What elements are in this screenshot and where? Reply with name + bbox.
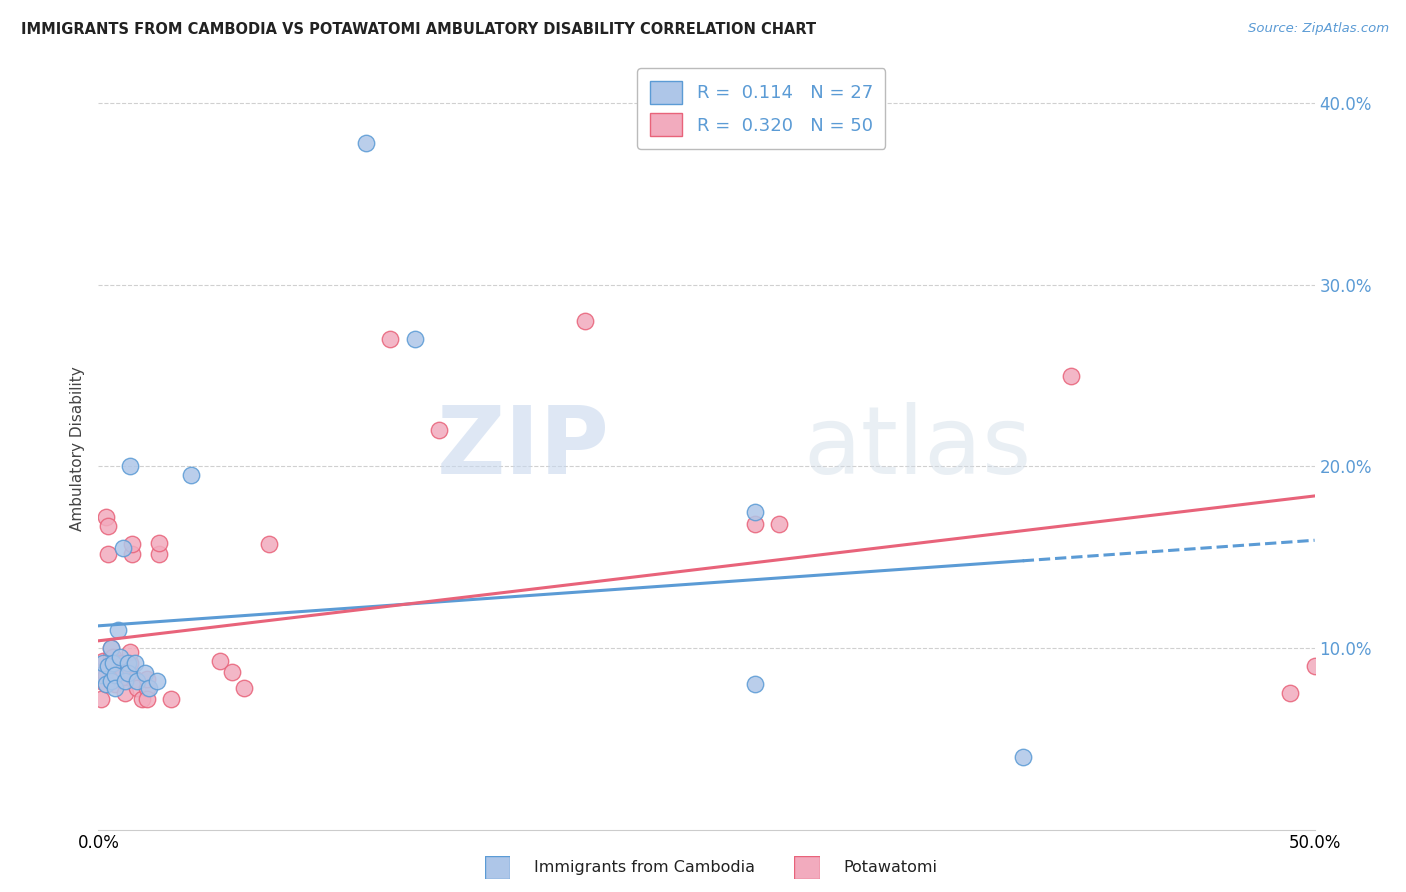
Point (257, 537, 280, 551)
Point (380, 332, 402, 346)
Text: Immigrants from Cambodia: Immigrants from Cambodia (534, 861, 755, 875)
Point (97, 659, 120, 673)
Point (209, 654, 232, 668)
Point (101, 650, 124, 665)
Point (94, 668, 117, 682)
Text: Source: ZipAtlas.com: Source: ZipAtlas.com (1249, 22, 1389, 36)
Point (114, 673, 136, 688)
Point (97, 519, 120, 533)
Point (121, 537, 143, 551)
Point (148, 547, 170, 561)
Point (117, 663, 139, 677)
Point (118, 459, 141, 474)
Point (90, 673, 112, 688)
Point (1011, 750, 1033, 764)
Point (111, 663, 134, 677)
Legend: R =  0.114   N = 27, R =  0.320   N = 50: R = 0.114 N = 27, R = 0.320 N = 50 (637, 69, 886, 149)
Point (124, 672, 146, 686)
Point (94, 677, 117, 691)
Point (574, 314, 596, 328)
Point (91, 656, 114, 670)
Point (101, 663, 124, 677)
Point (104, 668, 127, 682)
Point (100, 659, 122, 673)
Point (136, 681, 159, 695)
Point (100, 650, 122, 665)
Point (1303, 659, 1326, 673)
Text: Potawatomi: Potawatomi (844, 861, 938, 875)
Point (1060, 368, 1083, 383)
Point (110, 672, 132, 686)
Point (121, 547, 143, 561)
Point (111, 541, 134, 555)
Point (768, 517, 790, 532)
Point (148, 535, 170, 549)
Text: atlas: atlas (804, 402, 1032, 494)
Point (104, 681, 127, 695)
Point (97, 547, 120, 561)
Point (180, 468, 202, 483)
Point (136, 691, 159, 706)
Point (90, 691, 112, 706)
Point (90, 668, 112, 682)
Y-axis label: Ambulatory Disability: Ambulatory Disability (70, 366, 86, 531)
Point (101, 672, 124, 686)
Point (131, 691, 153, 706)
Text: ZIP: ZIP (436, 402, 609, 494)
Point (124, 656, 146, 670)
Point (107, 623, 129, 637)
Point (118, 656, 141, 670)
Point (233, 681, 256, 695)
Point (114, 686, 136, 700)
Point (404, 332, 426, 346)
Point (118, 644, 141, 658)
Point (107, 656, 129, 670)
Point (744, 517, 766, 532)
Point (136, 672, 159, 686)
Point (160, 691, 183, 706)
Point (744, 505, 766, 519)
Point (117, 656, 139, 670)
Point (110, 650, 132, 665)
Point (100, 673, 122, 688)
Point (91, 663, 114, 677)
Point (127, 673, 149, 688)
Point (744, 677, 766, 691)
Point (134, 666, 156, 681)
Text: IMMIGRANTS FROM CAMBODIA VS POTAWATOMI AMBULATORY DISABILITY CORRELATION CHART: IMMIGRANTS FROM CAMBODIA VS POTAWATOMI A… (21, 22, 817, 37)
Point (100, 640, 122, 655)
Point (94, 677, 117, 691)
Point (138, 681, 160, 695)
Point (104, 677, 127, 691)
Point (146, 673, 169, 688)
Point (111, 656, 134, 670)
Point (107, 663, 129, 677)
Point (104, 666, 127, 681)
Point (117, 666, 139, 681)
Point (91, 654, 114, 668)
Point (127, 681, 149, 695)
Point (221, 665, 243, 679)
Point (354, 136, 377, 151)
Point (100, 673, 122, 688)
Point (427, 423, 450, 437)
Point (100, 640, 122, 655)
Point (94, 510, 117, 524)
Point (101, 656, 124, 670)
Point (1279, 686, 1302, 700)
